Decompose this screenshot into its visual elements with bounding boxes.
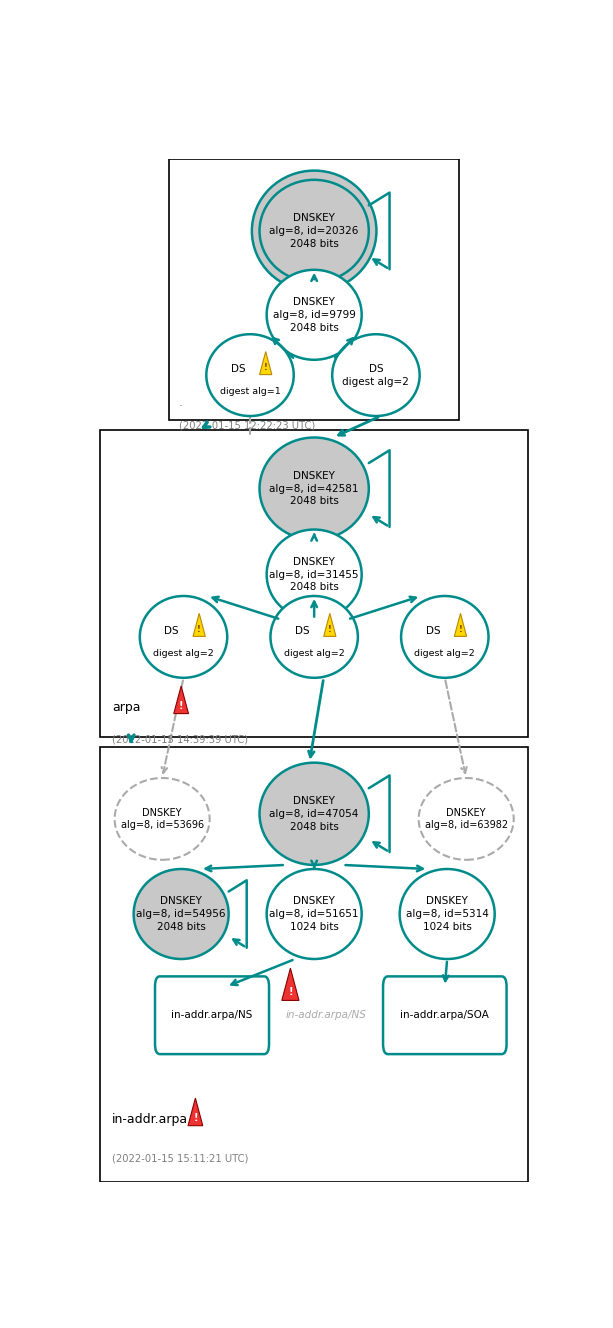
Text: ·: · [179,400,183,413]
Ellipse shape [207,335,294,416]
Text: DNSKEY
alg=8, id=9799
2048 bits: DNSKEY alg=8, id=9799 2048 bits [273,297,356,332]
Ellipse shape [401,596,489,677]
Text: !: ! [328,625,332,633]
Text: DNSKEY
alg=8, id=5314
1024 bits: DNSKEY alg=8, id=5314 1024 bits [406,896,489,932]
Polygon shape [282,968,299,1000]
Bar [101,748,528,1182]
Ellipse shape [332,335,420,416]
Text: DNSKEY
alg=8, id=20326
2048 bits: DNSKEY alg=8, id=20326 2048 bits [270,212,359,248]
Text: DNSKEY
alg=8, id=54956
2048 bits: DNSKEY alg=8, id=54956 2048 bits [136,896,226,932]
Text: (2022-01-15 14:39:39 UTC): (2022-01-15 14:39:39 UTC) [112,734,248,744]
Text: digest alg=2: digest alg=2 [284,649,345,657]
FancyBboxPatch shape [383,976,506,1054]
Ellipse shape [267,270,362,360]
Text: (2022-01-15 15:11:21 UTC): (2022-01-15 15:11:21 UTC) [112,1153,249,1163]
Polygon shape [188,1098,203,1126]
Text: DS: DS [231,364,245,374]
Text: DNSKEY
alg=8, id=47054
2048 bits: DNSKEY alg=8, id=47054 2048 bits [270,795,359,831]
Ellipse shape [419,778,514,859]
Bar [101,430,528,737]
Polygon shape [324,614,336,636]
Text: !: ! [179,701,183,712]
Text: in-addr.arpa/SOA: in-addr.arpa/SOA [400,1011,489,1020]
Text: DNSKEY
alg=8, id=63982: DNSKEY alg=8, id=63982 [425,807,508,830]
Polygon shape [193,614,205,636]
Text: !: ! [197,625,201,633]
Text: DNSKEY
alg=8, id=53696: DNSKEY alg=8, id=53696 [121,807,204,830]
Text: digest alg=2: digest alg=2 [153,649,214,657]
Text: in-addr.arpa/NS: in-addr.arpa/NS [286,1011,367,1020]
Ellipse shape [115,778,210,859]
Text: DNSKEY
alg=8, id=42581
2048 bits: DNSKEY alg=8, id=42581 2048 bits [269,471,359,506]
FancyBboxPatch shape [155,976,269,1054]
Text: !: ! [264,363,268,372]
Ellipse shape [259,179,369,282]
Text: in-addr.arpa: in-addr.arpa [112,1113,188,1126]
Text: !: ! [193,1113,197,1123]
Ellipse shape [259,437,369,539]
Ellipse shape [140,596,227,677]
Text: !: ! [288,987,292,997]
Text: in-addr.arpa/NS: in-addr.arpa/NS [172,1011,253,1020]
Bar [169,159,459,420]
Ellipse shape [267,530,362,619]
Text: (2022-01-15 12:22:23 UTC): (2022-01-15 12:22:23 UTC) [179,420,315,430]
Text: DS: DS [295,625,310,636]
Ellipse shape [267,869,362,959]
Ellipse shape [270,596,358,677]
Text: DS: DS [425,625,440,636]
Text: DS: DS [164,625,179,636]
Text: DNSKEY
alg=8, id=31455
2048 bits: DNSKEY alg=8, id=31455 2048 bits [269,556,359,592]
Ellipse shape [134,869,229,959]
Polygon shape [454,614,466,636]
Text: DNSKEY
alg=8, id=51651
1024 bits: DNSKEY alg=8, id=51651 1024 bits [269,896,359,932]
Text: !: ! [459,625,462,633]
Text: arpa: arpa [112,701,141,713]
Ellipse shape [400,869,495,959]
Ellipse shape [259,762,369,865]
Polygon shape [174,687,188,713]
Ellipse shape [252,170,376,291]
Text: digest alg=1: digest alg=1 [219,386,280,396]
Text: digest alg=2: digest alg=2 [414,649,475,657]
Polygon shape [259,352,272,374]
Text: DS
digest alg=2: DS digest alg=2 [343,364,409,386]
